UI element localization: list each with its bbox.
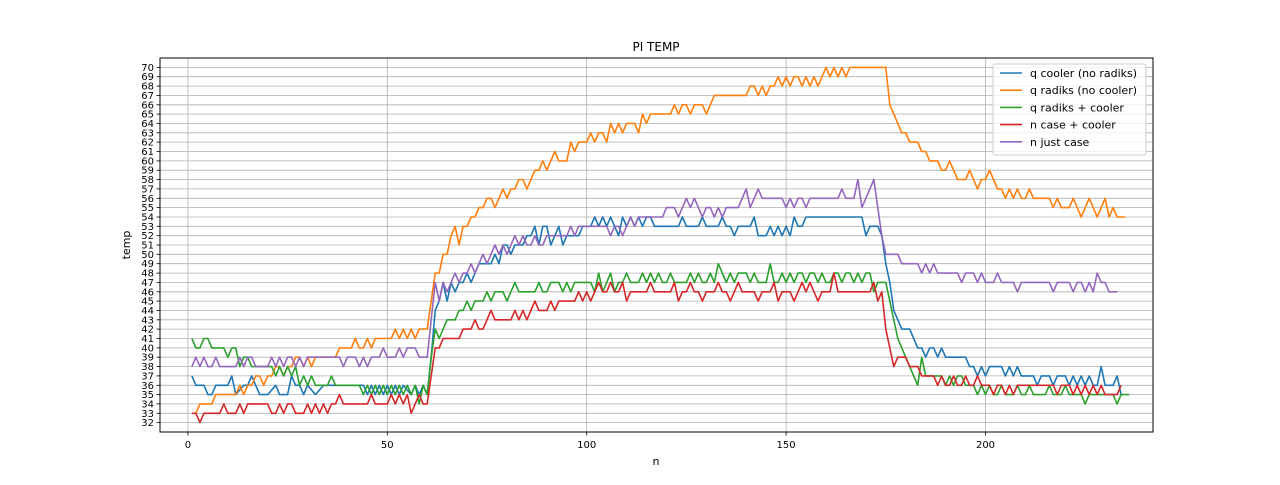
y-tick-label: 49 <box>141 259 154 270</box>
x-tick-label: 0 <box>185 440 191 451</box>
y-tick-label: 55 <box>141 203 154 214</box>
x-tick-label: 50 <box>381 440 394 451</box>
y-tick-label: 32 <box>141 418 154 429</box>
x-tick-label: 100 <box>577 440 596 451</box>
y-tick-label: 43 <box>141 315 154 326</box>
y-tick-label: 70 <box>141 63 154 74</box>
y-tick-label: 48 <box>141 269 154 280</box>
y-tick-label: 53 <box>141 222 154 233</box>
y-tick-label: 33 <box>141 409 154 420</box>
y-tick-label: 36 <box>141 381 154 392</box>
y-tick-label: 34 <box>141 399 154 410</box>
y-tick-label: 50 <box>141 250 154 261</box>
y-tick-label: 35 <box>141 390 154 401</box>
y-tick-label: 57 <box>141 184 154 195</box>
y-tick-label: 37 <box>141 371 154 382</box>
y-tick-label: 56 <box>141 194 154 205</box>
y-tick-label: 65 <box>141 110 154 121</box>
legend-label: q cooler (no radiks) <box>1030 67 1137 80</box>
y-axis-label: temp <box>120 231 133 260</box>
y-tick-label: 40 <box>141 343 154 354</box>
y-tick-label: 51 <box>141 241 154 252</box>
legend-label: q radiks (no cooler) <box>1030 84 1137 97</box>
y-tick-label: 41 <box>141 334 154 345</box>
series-line-1 <box>191 216 1122 396</box>
x-axis-ticks: 0 50 100 150 200 <box>185 432 995 451</box>
legend-label: n just case <box>1030 136 1090 149</box>
y-tick-label: 52 <box>141 231 154 242</box>
y-tick-label: 66 <box>141 100 154 111</box>
y-tick-label: 63 <box>141 128 154 139</box>
x-tick-label: 150 <box>777 440 796 451</box>
chart-title: PI TEMP <box>632 40 679 54</box>
y-tick-label: 64 <box>141 119 154 130</box>
legend-box <box>992 63 1147 156</box>
y-tick-label: 45 <box>141 297 154 308</box>
y-tick-label: 38 <box>141 362 154 373</box>
x-axis-label: n <box>653 455 660 468</box>
x-tick-label: 200 <box>976 440 995 451</box>
y-tick-label: 42 <box>141 325 154 336</box>
y-tick-label: 61 <box>141 147 154 158</box>
y-tick-label: 58 <box>141 175 154 186</box>
y-tick-label: 67 <box>141 91 154 102</box>
y-tick-label: 54 <box>141 213 154 224</box>
legend: q cooler (no radiks) q radiks (no cooler)… <box>992 63 1147 156</box>
grid-lines <box>160 58 1153 432</box>
series-lines <box>191 66 1130 424</box>
y-tick-label: 46 <box>141 287 154 298</box>
y-tick-label: 69 <box>141 72 154 83</box>
series-line-4 <box>191 272 1122 424</box>
legend-label: q radiks + cooler <box>1030 101 1124 114</box>
series-line-5 <box>191 178 1118 368</box>
legend-label: n case + cooler <box>1030 119 1116 132</box>
y-tick-label: 47 <box>141 278 154 289</box>
y-tick-label: 62 <box>141 138 154 149</box>
y-tick-label: 39 <box>141 353 154 364</box>
y-tick-label: 68 <box>141 82 154 93</box>
y-tick-label: 60 <box>141 156 154 167</box>
series-line-2 <box>191 66 1126 415</box>
y-tick-label: 59 <box>141 166 154 177</box>
y-axis-ticks: 3233343536373839404142434445464748495051… <box>141 63 160 429</box>
y-tick-label: 44 <box>141 306 154 317</box>
